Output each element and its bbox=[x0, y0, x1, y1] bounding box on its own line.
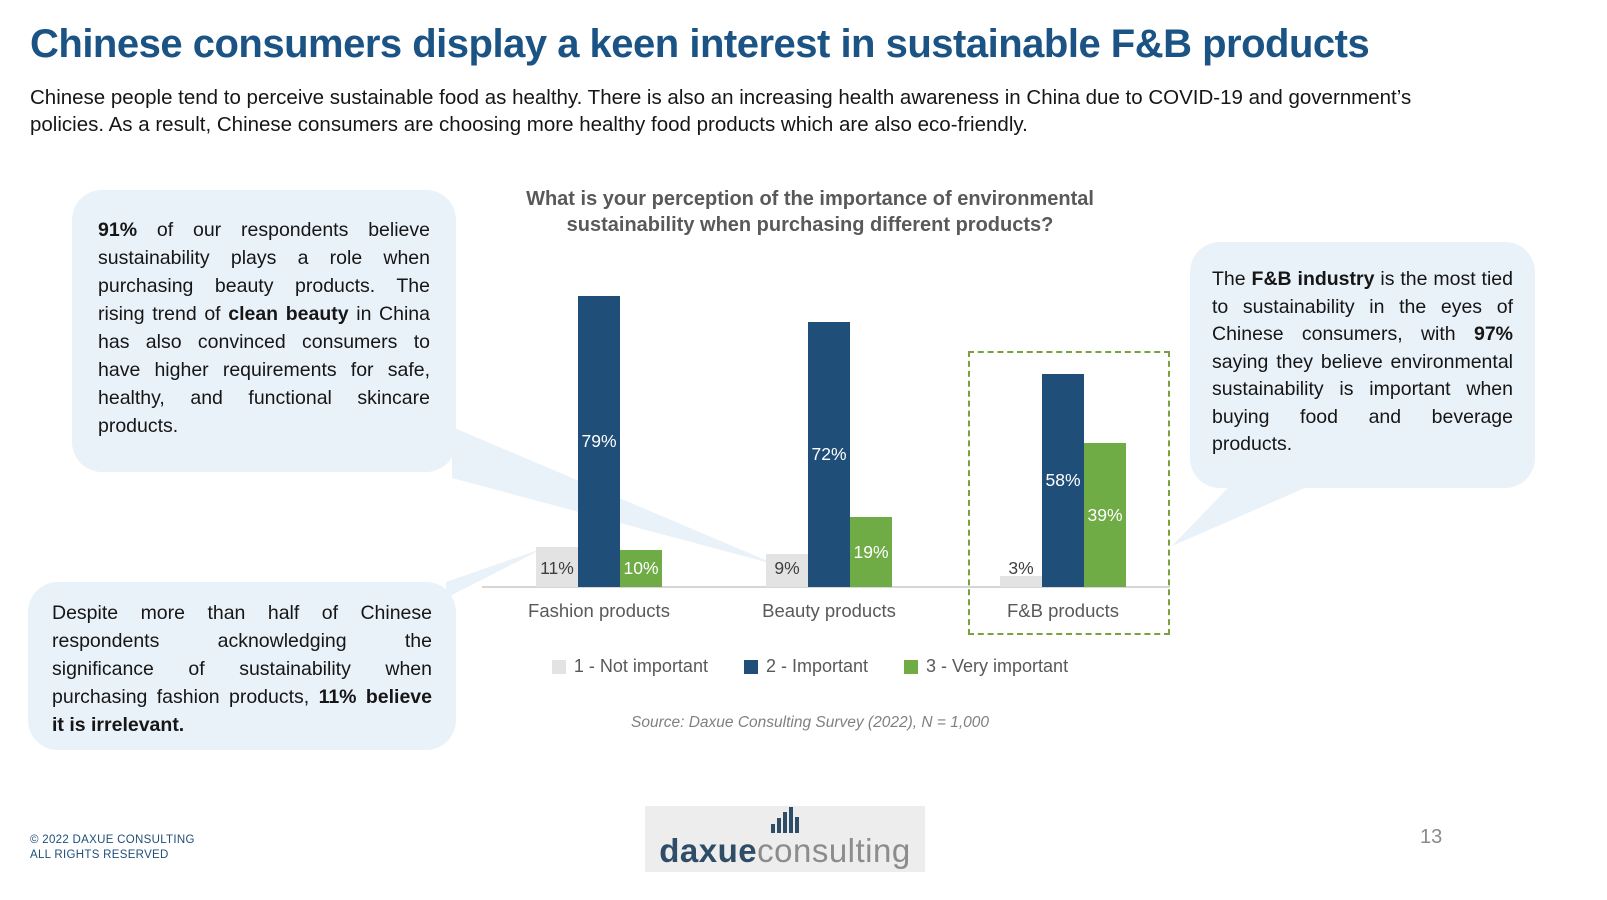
legend-label: 3 - Very important bbox=[926, 656, 1069, 676]
callout-fnb: The F&B industry is the most tied to sus… bbox=[1190, 242, 1535, 488]
chart-title: What is your perception of the importanc… bbox=[526, 188, 1094, 236]
bar-beauty-3: 19% bbox=[850, 517, 892, 587]
slide-title: Chinese consumers display a keen interes… bbox=[30, 22, 1370, 66]
legend-swatch-not-important bbox=[551, 659, 566, 674]
callout-fashion: Despite more than half of Chinese respon… bbox=[28, 582, 456, 750]
category-label-fnb: F&B products bbox=[1006, 600, 1120, 621]
bar-value-label: 72% bbox=[811, 444, 847, 464]
logo-text-consulting: consulting bbox=[757, 832, 911, 869]
bar-value-label: 79% bbox=[581, 431, 617, 451]
bar-group-beauty: 9% 72% 19% bbox=[766, 322, 892, 587]
callout-fashion-text: Despite more than half of Chinese respon… bbox=[52, 602, 432, 736]
copyright-line1: © 2022 DAXUE CONSULTING bbox=[30, 834, 195, 846]
legend-item-important: 2 - Important bbox=[743, 656, 869, 677]
legend-swatch-important bbox=[743, 659, 758, 674]
bar-group-fashion: 11% 79% 10% bbox=[536, 296, 662, 587]
callout-fnb-tail bbox=[1172, 484, 1314, 546]
bar-group-fnb: 3% 58% 39% bbox=[1000, 374, 1126, 587]
page-number: 13 bbox=[1420, 826, 1443, 848]
bar-value-label: 10% bbox=[623, 558, 659, 578]
bar-value-label: 19% bbox=[853, 541, 889, 562]
slide-subtitle: Chinese people tend to perceive sustaina… bbox=[30, 86, 1412, 136]
fnb-highlight-box bbox=[968, 351, 1170, 635]
bar-f&b-2: 58% bbox=[1042, 374, 1084, 587]
category-label-fashion: Fashion products bbox=[528, 600, 670, 621]
callout-fnb-text: The F&B industry is the most tied to sus… bbox=[1212, 268, 1513, 455]
legend-item-very-important: 3 - Very important bbox=[904, 656, 1068, 677]
bar-value-label: 58% bbox=[1045, 470, 1081, 490]
daxue-consulting-logo: daxueconsulting bbox=[645, 806, 925, 872]
callout-beauty: 91% of our respondents believe sustainab… bbox=[72, 190, 456, 472]
legend-label: 1 - Not important bbox=[573, 656, 708, 676]
bar-fashion-3: 10% bbox=[620, 550, 662, 587]
bar-value-label: 3% bbox=[1008, 558, 1034, 578]
callout-beauty-text: 91% of our respondents believe sustainab… bbox=[98, 219, 430, 437]
chart-x-axis bbox=[482, 586, 1170, 588]
bar-value-label: 11% bbox=[540, 558, 574, 578]
bar-value-label: 39% bbox=[1087, 504, 1123, 525]
bar-fashion-2: 79% bbox=[578, 296, 620, 587]
category-label-beauty: Beauty products bbox=[762, 600, 896, 621]
bar-beauty-2: 72% bbox=[808, 322, 850, 587]
bar-f&b-3: 39% bbox=[1084, 443, 1126, 587]
bar-f&b-1: 3% bbox=[1000, 558, 1042, 587]
copyright-line2: ALL RIGHTS RESERVED bbox=[30, 849, 169, 861]
legend-label: 2 - Important bbox=[765, 656, 869, 676]
legend-swatch-very-important bbox=[904, 659, 919, 674]
chart-source: Source: Daxue Consulting Survey (2022), … bbox=[631, 714, 989, 731]
bar-fashion-1: 11% bbox=[536, 547, 578, 587]
bar-value-label: 9% bbox=[774, 558, 800, 578]
logo-text: daxueconsulting bbox=[659, 834, 910, 867]
logo-text-daxue: daxue bbox=[659, 832, 758, 869]
legend-item-not-important: 1 - Not important bbox=[551, 656, 708, 677]
copyright-notice: © 2022 DAXUE CONSULTING ALL RIGHTS RESER… bbox=[30, 833, 195, 863]
bar-beauty-1: 9% bbox=[766, 554, 808, 587]
bar-chart-icon bbox=[771, 807, 799, 833]
chart-legend: 1 - Not important 2 - Important 3 - Very… bbox=[460, 656, 1160, 677]
